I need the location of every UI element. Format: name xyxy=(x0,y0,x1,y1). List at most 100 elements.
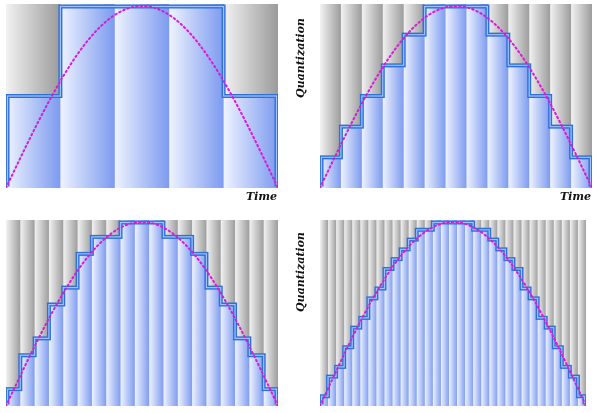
quantized-cell xyxy=(521,308,531,319)
grid-cell xyxy=(553,239,563,250)
quantized-cell xyxy=(416,376,426,388)
grid-cell xyxy=(384,239,394,250)
grid-cell xyxy=(206,270,222,289)
grid-cell xyxy=(553,268,563,280)
quantized-cell xyxy=(545,357,555,368)
quantized-cell xyxy=(403,34,426,66)
grid-cell xyxy=(521,259,531,270)
grid-cell xyxy=(320,278,329,290)
panel-finest xyxy=(320,220,586,406)
quantized-cell xyxy=(34,338,50,356)
grid-cell xyxy=(360,259,369,270)
quantized-cell xyxy=(400,366,410,378)
quantized-cell xyxy=(63,321,79,339)
quantized-cell xyxy=(63,355,79,373)
grid-cell xyxy=(263,287,278,306)
quantized-cell xyxy=(497,396,506,406)
analog-signal-curve xyxy=(6,220,278,406)
grid-cell xyxy=(6,372,21,390)
quantized-cell xyxy=(149,389,165,406)
quantized-cell xyxy=(376,386,386,397)
quantized-cell xyxy=(432,229,442,241)
quantized-cell xyxy=(432,366,442,378)
quantized-cell xyxy=(465,357,474,368)
quantized-cell xyxy=(336,376,345,388)
quantized-cell xyxy=(163,287,179,306)
quantized-cell xyxy=(408,268,418,280)
grid-cell xyxy=(328,259,337,270)
grid-cell xyxy=(336,327,345,339)
quantized-cell xyxy=(384,278,394,290)
quantized-cell xyxy=(529,327,539,339)
quantized-cell xyxy=(440,278,450,290)
quantized-cell xyxy=(376,376,386,388)
quantized-cell xyxy=(497,249,506,260)
quantized-cell xyxy=(465,268,474,280)
quantized-cell xyxy=(448,376,458,388)
quantized-cell xyxy=(408,278,418,290)
grid-cell xyxy=(263,236,278,255)
quantized-cell xyxy=(465,278,474,290)
quantized-cell xyxy=(361,126,384,158)
quantized-cell xyxy=(120,321,136,339)
quantized-cell xyxy=(440,239,450,250)
quantized-cell xyxy=(489,249,498,260)
quantized-cell xyxy=(440,357,450,368)
quantized-cell xyxy=(424,317,434,329)
grid-cell xyxy=(569,337,579,348)
quantized-cell xyxy=(521,298,531,309)
grid-cell xyxy=(328,337,337,348)
grid-cell xyxy=(320,366,329,378)
quantized-cell xyxy=(360,366,369,378)
quantized-cell xyxy=(163,389,179,406)
grid-cell xyxy=(529,34,551,66)
grid-cell xyxy=(340,65,363,97)
grid-cell xyxy=(569,278,579,290)
grid-cell xyxy=(206,253,222,272)
quantized-cell xyxy=(263,389,278,406)
grid-cell xyxy=(344,308,353,319)
quantized-cell xyxy=(424,288,434,299)
quantized-cell xyxy=(134,253,150,272)
quantized-cell xyxy=(473,259,482,270)
quantized-cell xyxy=(134,372,150,390)
grid-cell xyxy=(344,288,353,299)
grid-cell xyxy=(263,338,278,356)
grid-cell xyxy=(545,259,555,270)
quantized-cell xyxy=(192,338,208,356)
grid-cell xyxy=(328,308,337,319)
grid-cell xyxy=(550,96,572,128)
quantized-cell xyxy=(465,347,474,358)
grid-cell xyxy=(392,220,402,231)
grid-cell xyxy=(352,249,361,260)
grid-cell xyxy=(384,259,394,270)
quantized-cell xyxy=(163,338,179,356)
grid-cell xyxy=(34,236,50,255)
grid-cell xyxy=(376,220,386,231)
quantized-cell xyxy=(149,304,165,323)
grid-cell xyxy=(561,249,571,260)
quantized-cell xyxy=(63,389,79,406)
quantized-cell xyxy=(206,372,222,390)
quantized-cell xyxy=(448,357,458,368)
quantized-cell xyxy=(473,386,482,397)
quantized-cell xyxy=(392,259,402,270)
quantized-cell xyxy=(432,317,442,329)
quantized-cell xyxy=(424,366,434,378)
grid-cell xyxy=(336,220,345,231)
quantized-cell xyxy=(368,376,378,388)
quantized-cell xyxy=(513,327,523,339)
grid-cell xyxy=(529,278,539,290)
quantized-cell xyxy=(457,396,466,406)
grid-cell xyxy=(20,236,36,255)
grid-cell xyxy=(577,288,586,299)
quantized-cell xyxy=(206,355,222,373)
quantized-cell xyxy=(448,366,458,378)
quantized-cell xyxy=(571,157,592,188)
grid-cell xyxy=(352,239,361,250)
quantized-cell xyxy=(403,157,426,188)
quantized-cell xyxy=(432,239,442,250)
grid-cell xyxy=(48,270,64,289)
grid-cell xyxy=(320,308,329,319)
quantized-cell xyxy=(497,259,506,270)
